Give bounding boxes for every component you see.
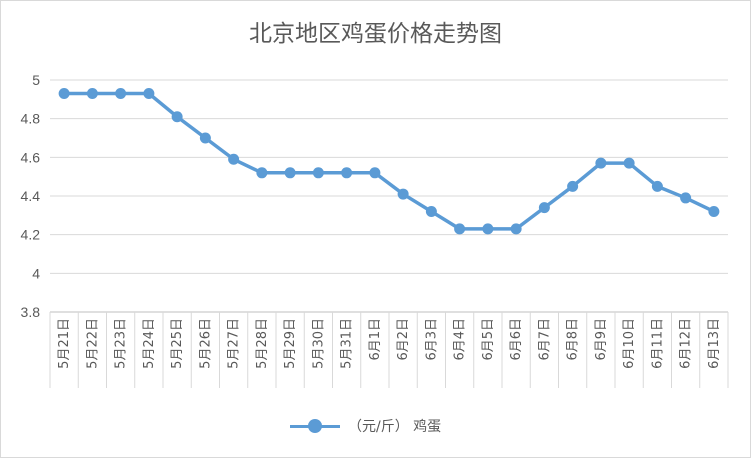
y-tick-label: 4.4 — [21, 188, 41, 204]
data-point — [58, 88, 70, 100]
data-point — [482, 223, 494, 235]
legend: （元/斤） 鸡蛋 — [290, 414, 441, 438]
x-tick-label: 6月2日 — [396, 318, 411, 361]
x-tick-label: 5月24日 — [142, 318, 157, 369]
x-tick-label: 5月29日 — [283, 318, 298, 369]
data-point — [256, 167, 268, 179]
data-point — [510, 223, 522, 235]
x-tick-label: 6月11日 — [650, 318, 665, 369]
y-tick-label: 3.8 — [21, 304, 41, 320]
chart-title: 北京地区鸡蛋价格走势图 — [249, 21, 502, 47]
x-tick-label: 6月4日 — [453, 318, 468, 361]
data-point — [454, 223, 466, 235]
y-tick-label: 4 — [32, 265, 40, 281]
x-tick-label: 5月26日 — [198, 318, 213, 369]
data-point — [312, 167, 324, 179]
data-point — [708, 205, 720, 217]
x-tick-label: 5月23日 — [114, 318, 129, 369]
x-tick-label: 5月21日 — [57, 318, 72, 369]
data-point — [369, 167, 381, 179]
data-point — [595, 157, 607, 169]
x-tick-label: 6月3日 — [424, 318, 439, 361]
x-tick-label: 6月8日 — [566, 318, 581, 361]
data-point — [143, 88, 155, 100]
x-tick-label: 6月6日 — [509, 318, 524, 361]
x-tick-label: 5月31日 — [340, 318, 355, 369]
data-point — [567, 180, 579, 192]
x-tick-label: 6月13日 — [707, 318, 722, 369]
y-tick-label: 4.8 — [21, 111, 41, 127]
x-tick-label: 6月1日 — [368, 318, 383, 361]
x-tick-label: 5月30日 — [311, 318, 326, 369]
data-point — [284, 167, 296, 179]
data-point — [228, 153, 240, 165]
data-point — [538, 202, 550, 214]
data-point — [86, 88, 98, 100]
x-tick-label: 6月9日 — [594, 318, 609, 361]
x-tick-label: 5月25日 — [170, 318, 185, 369]
y-tick-label: 5 — [32, 72, 40, 88]
x-tick-label: 6月5日 — [481, 318, 496, 361]
data-point — [425, 205, 437, 217]
series-layer — [58, 88, 720, 235]
x-tick-label: 6月10日 — [622, 318, 637, 369]
data-point — [199, 132, 211, 144]
legend-marker-icon — [290, 419, 340, 433]
gridlines — [50, 79, 728, 313]
x-tick-label: 6月12日 — [679, 318, 694, 369]
data-point — [397, 188, 409, 200]
x-tick-label: 6月7日 — [537, 318, 552, 361]
x-tick-label: 5月28日 — [255, 318, 270, 369]
legend-label: （元/斤） 鸡蛋 — [348, 419, 442, 435]
data-point — [623, 157, 635, 169]
x-tick-label: 5月22日 — [85, 318, 100, 369]
y-tick-label: 4.6 — [21, 149, 41, 165]
data-point — [680, 192, 692, 204]
x-axis: 5月21日 5月22日 5月23日 5月24日 5月25日 5月26日 5月27日 5月28日… — [49, 311, 729, 388]
y-axis-ticks: 3.8 4 4.2 4.4 4.6 4.8 5 — [21, 72, 41, 320]
series-line — [62, 91, 716, 231]
data-point — [171, 111, 183, 123]
y-tick-label: 4.2 — [21, 227, 41, 243]
data-point — [115, 88, 127, 100]
data-point — [651, 180, 663, 192]
data-point — [341, 167, 353, 179]
x-tick-label: 5月27日 — [227, 318, 242, 369]
